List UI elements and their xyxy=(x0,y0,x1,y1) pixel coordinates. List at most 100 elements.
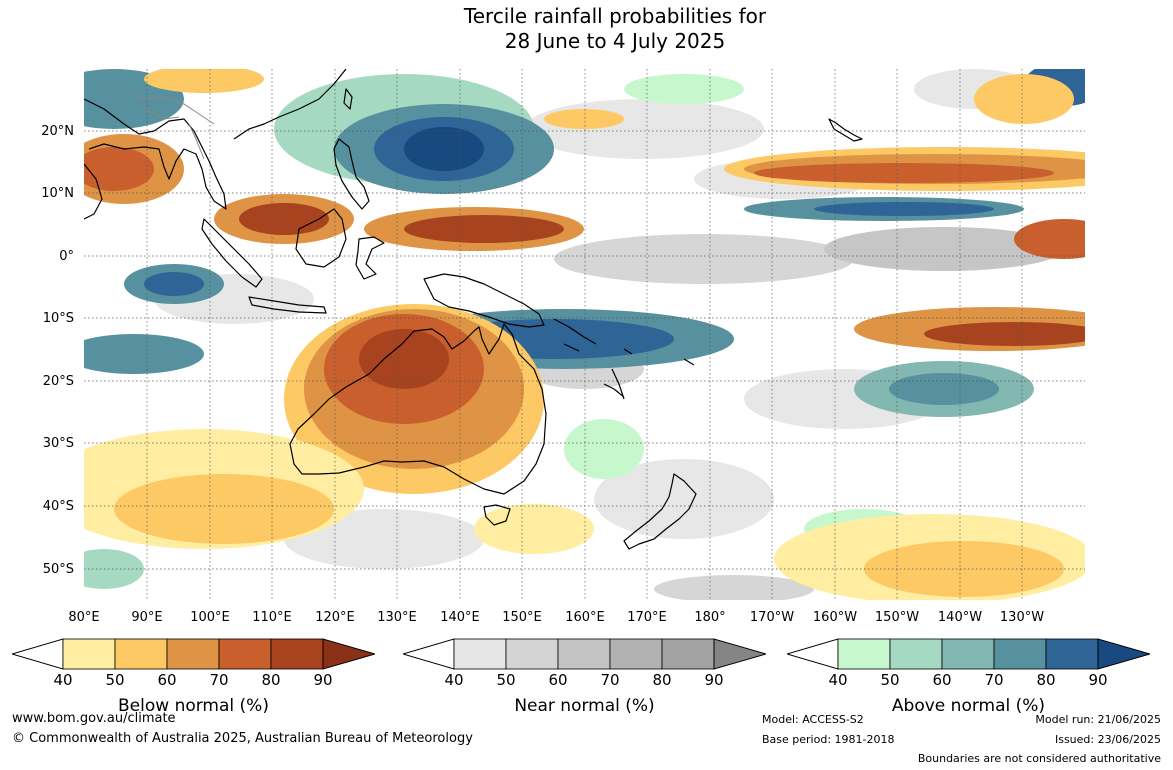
colorbar-min-cap xyxy=(403,638,455,670)
below-normal-areas xyxy=(84,69,1085,600)
country-borders xyxy=(123,88,215,160)
colorbar-swatch xyxy=(941,638,995,670)
base-period: Base period: 1981-2018 xyxy=(762,733,895,746)
colorbar-tick-label: 80 xyxy=(1036,671,1056,689)
colorbar-tick-label: 70 xyxy=(600,671,620,689)
coastlines xyxy=(84,69,863,550)
lat-label-40s: 40°S xyxy=(42,499,74,514)
colorbar-0 xyxy=(12,638,375,670)
issued-date: Issued: 23/06/2025 xyxy=(1054,733,1161,746)
colorbar-swatch xyxy=(166,638,220,670)
colorbar-swatch xyxy=(557,638,611,670)
lon-label-150e: 150°E xyxy=(502,610,542,625)
colorbar-min-cap xyxy=(787,638,839,670)
model-name: Model: ACCESS-S2 xyxy=(762,713,864,726)
colorbar-title: Near normal (%) xyxy=(514,696,655,716)
colorbar-tick-label: 70 xyxy=(984,671,1004,689)
colorbar-1 xyxy=(403,638,766,670)
colorbar-max-cap xyxy=(713,638,766,670)
boundary-disclaimer: Boundaries are not considered authoritat… xyxy=(917,752,1161,765)
borneo-coastline xyxy=(295,208,347,268)
lon-label-140e: 140°E xyxy=(440,610,480,625)
lon-label-120e: 120°E xyxy=(315,610,355,625)
colorbar-tick-label: 40 xyxy=(53,671,73,689)
vanuatu-fiji-coastline xyxy=(611,348,695,400)
lat-label-10n: 10°N xyxy=(41,186,74,201)
colorbar-swatch xyxy=(270,638,324,670)
colorbar-swatch xyxy=(62,638,116,670)
lon-label-170e: 170°E xyxy=(627,610,667,625)
lat-label-equator: 0° xyxy=(59,249,74,264)
colorbar-tick-label: 50 xyxy=(496,671,516,689)
lon-label-130e: 130°E xyxy=(377,610,417,625)
hawaii-coastline xyxy=(828,118,863,142)
india-coastline xyxy=(84,163,103,220)
graticule xyxy=(84,69,1085,600)
colorbar-2 xyxy=(787,638,1150,670)
colorbar-swatch xyxy=(1045,638,1099,670)
colorbar-tick-label: 70 xyxy=(209,671,229,689)
colorbar-tick-label: 80 xyxy=(261,671,281,689)
colorbar-title: Below normal (%) xyxy=(118,696,269,716)
lon-label-130w: 130°W xyxy=(999,610,1045,625)
colorbar-swatch xyxy=(889,638,943,670)
colorbar-tick-label: 40 xyxy=(444,671,464,689)
rainfall-probability-map xyxy=(84,69,1085,600)
title-line-1: Tercile rainfall probabilities for xyxy=(463,4,767,28)
lon-label-100e: 100°E xyxy=(190,610,230,625)
colorbar-swatch xyxy=(837,638,891,670)
lon-label-160w: 160°W xyxy=(812,610,858,625)
lon-label-110e: 110°E xyxy=(252,610,292,625)
colorbar-max-cap xyxy=(322,638,375,670)
title-line-2: 28 June to 4 July 2025 xyxy=(504,29,726,53)
colorbar-tick-label: 90 xyxy=(704,671,724,689)
colorbar-swatch xyxy=(114,638,168,670)
colorbar-tick-label: 50 xyxy=(105,671,125,689)
lat-label-20s: 20°S xyxy=(42,374,74,389)
lon-label-170w: 170°W xyxy=(749,610,795,625)
colorbar-max-cap xyxy=(1097,638,1150,670)
colorbar-swatch xyxy=(218,638,272,670)
colorbar-tick-label: 90 xyxy=(1088,671,1108,689)
asia-mainland-coastline xyxy=(84,69,347,210)
lat-label-20n: 20°N xyxy=(41,124,74,139)
tasmania-coastline xyxy=(483,504,511,526)
sumatra-coastline xyxy=(201,218,263,288)
copyright-text: © Commonwealth of Australia 2025, Austra… xyxy=(12,731,473,746)
lon-label-80e: 80°E xyxy=(68,610,100,625)
colorbar-tick-label: 80 xyxy=(652,671,672,689)
lon-label-180: 180° xyxy=(694,610,726,625)
lon-label-160e: 160°E xyxy=(565,610,605,625)
model-run: Model run: 21/06/2025 xyxy=(1035,713,1161,726)
colorbar-swatch xyxy=(993,638,1047,670)
lon-label-150w: 150°W xyxy=(874,610,920,625)
australia-coastline xyxy=(289,323,547,495)
lat-label-10s: 10°S xyxy=(42,311,74,326)
colorbar-tick-label: 50 xyxy=(880,671,900,689)
lon-label-90e: 90°E xyxy=(131,610,163,625)
colorbar-tick-label: 60 xyxy=(548,671,568,689)
colorbar-tick-label: 60 xyxy=(157,671,177,689)
map-canvas xyxy=(84,69,1085,600)
colorbar-title: Above normal (%) xyxy=(891,696,1046,716)
solomon-islands-coastline xyxy=(553,318,597,352)
colorbar-tick-label: 90 xyxy=(313,671,333,689)
map-title: Tercile rainfall probabilities for 28 Ju… xyxy=(0,4,1173,54)
colorbar-tick-label: 60 xyxy=(932,671,952,689)
colorbar-swatch xyxy=(661,638,715,670)
lat-label-50s: 50°S xyxy=(42,562,74,577)
colorbar-swatch xyxy=(453,638,507,670)
new-zealand-coastline xyxy=(623,473,697,550)
taiwan-coastline xyxy=(343,88,353,110)
java-coastline xyxy=(248,296,327,314)
website-link[interactable]: www.bom.gov.au/climate xyxy=(12,711,176,726)
colorbar-swatch xyxy=(505,638,559,670)
philippines-coastline xyxy=(333,138,370,210)
lat-label-30s: 30°S xyxy=(42,436,74,451)
sulawesi-coastline xyxy=(355,236,385,280)
colorbar-min-cap xyxy=(12,638,64,670)
colorbar-swatch xyxy=(609,638,663,670)
lon-label-140w: 140°W xyxy=(937,610,983,625)
colorbar-tick-label: 40 xyxy=(828,671,848,689)
new-caledonia-coastline xyxy=(603,383,625,398)
